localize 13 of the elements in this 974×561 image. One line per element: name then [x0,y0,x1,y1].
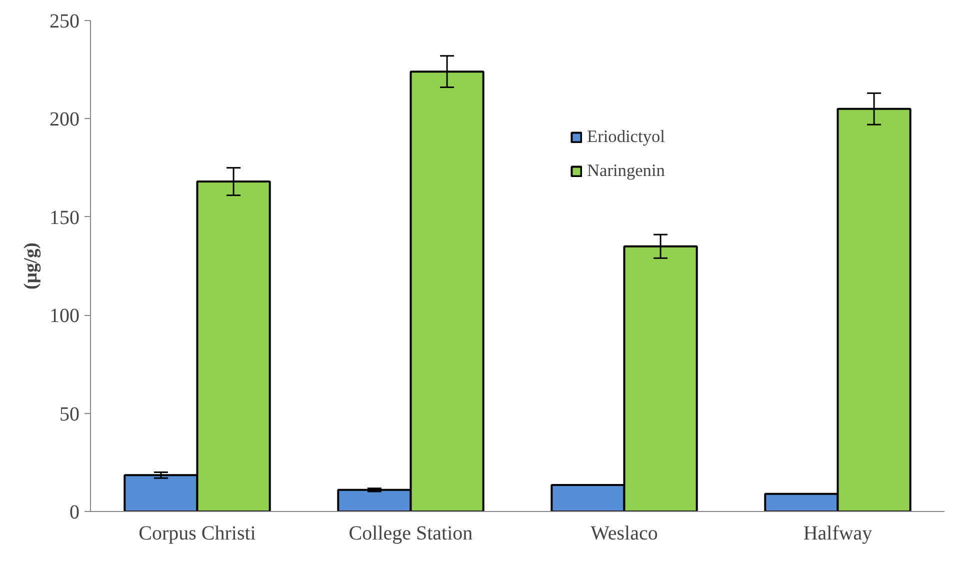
legend-label: Eriodictyol [587,127,665,147]
x-tick-label: Weslaco [590,522,658,544]
legend-label: Naringenin [587,161,665,181]
y-tick-label: 100 [50,305,80,328]
x-tick-label: Corpus Christi [138,522,256,544]
y-tick-label: 0 [70,502,80,524]
x-tick-label: College Station [348,522,473,544]
y-tick-label: 150 [50,206,80,229]
y-axis-title: (µg/g) [20,242,42,290]
y-tick-label: 250 [50,10,80,32]
y-tick-label: 50 [60,403,80,426]
y-tick-label: 200 [50,108,80,131]
x-tick-label: Halfway [803,522,872,544]
